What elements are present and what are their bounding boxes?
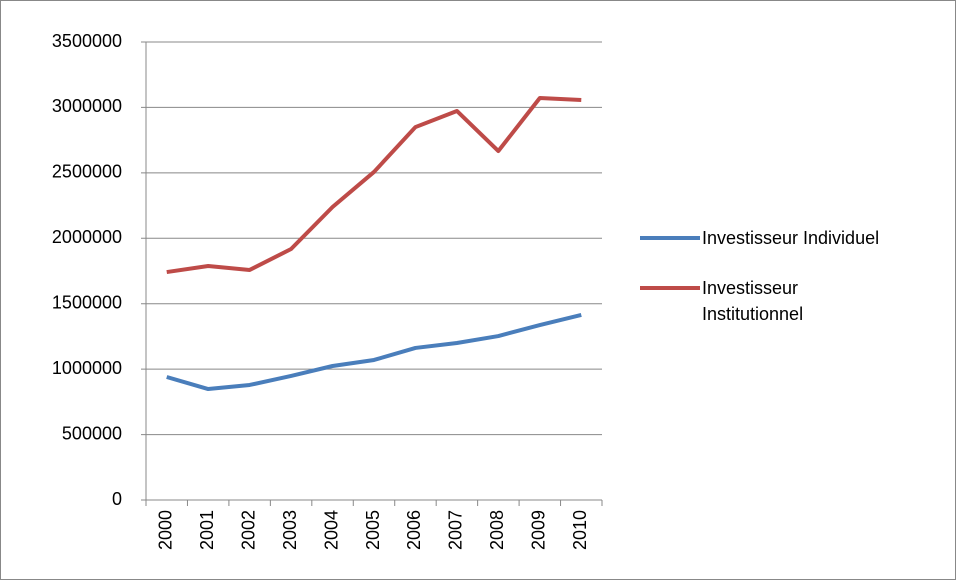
legend-swatch xyxy=(640,286,700,290)
x-tick-label: 2002 xyxy=(238,510,258,550)
x-tick-label: 2009 xyxy=(529,510,549,550)
y-tick-label: 2000000 xyxy=(52,227,122,247)
legend-swatch xyxy=(640,236,700,240)
legend-label: Investisseur Individuel xyxy=(702,228,880,248)
y-tick-label: 0 xyxy=(112,489,122,509)
y-tick-label: 1000000 xyxy=(52,358,122,378)
x-tick-label: 2008 xyxy=(487,510,507,550)
series-line xyxy=(166,313,582,392)
legend: Investisseur Individuel Investisseur Inst… xyxy=(640,225,890,351)
legend-item: Investisseur Individuel xyxy=(640,225,890,251)
y-tick-label: 3000000 xyxy=(52,96,122,116)
x-tick-label: 2006 xyxy=(404,510,424,550)
x-tick-label: 2010 xyxy=(570,510,590,550)
legend-label: Investisseur Institutionnel xyxy=(702,278,804,324)
y-tick-label: 500000 xyxy=(62,423,122,443)
x-tick-label: 2005 xyxy=(363,510,383,550)
legend-item: Investisseur Institutionnel xyxy=(640,275,890,327)
x-tick-label: 2000 xyxy=(155,510,175,550)
series-line xyxy=(166,96,582,275)
y-tick-label: 1500000 xyxy=(52,292,122,312)
y-tick-label: 2500000 xyxy=(52,162,122,182)
x-tick-label: 2001 xyxy=(197,510,217,550)
y-tick-label: 3500000 xyxy=(52,31,122,51)
x-tick-label: 2003 xyxy=(280,510,300,550)
x-tick-label: 2007 xyxy=(446,510,466,550)
x-tick-label: 2004 xyxy=(321,510,341,550)
